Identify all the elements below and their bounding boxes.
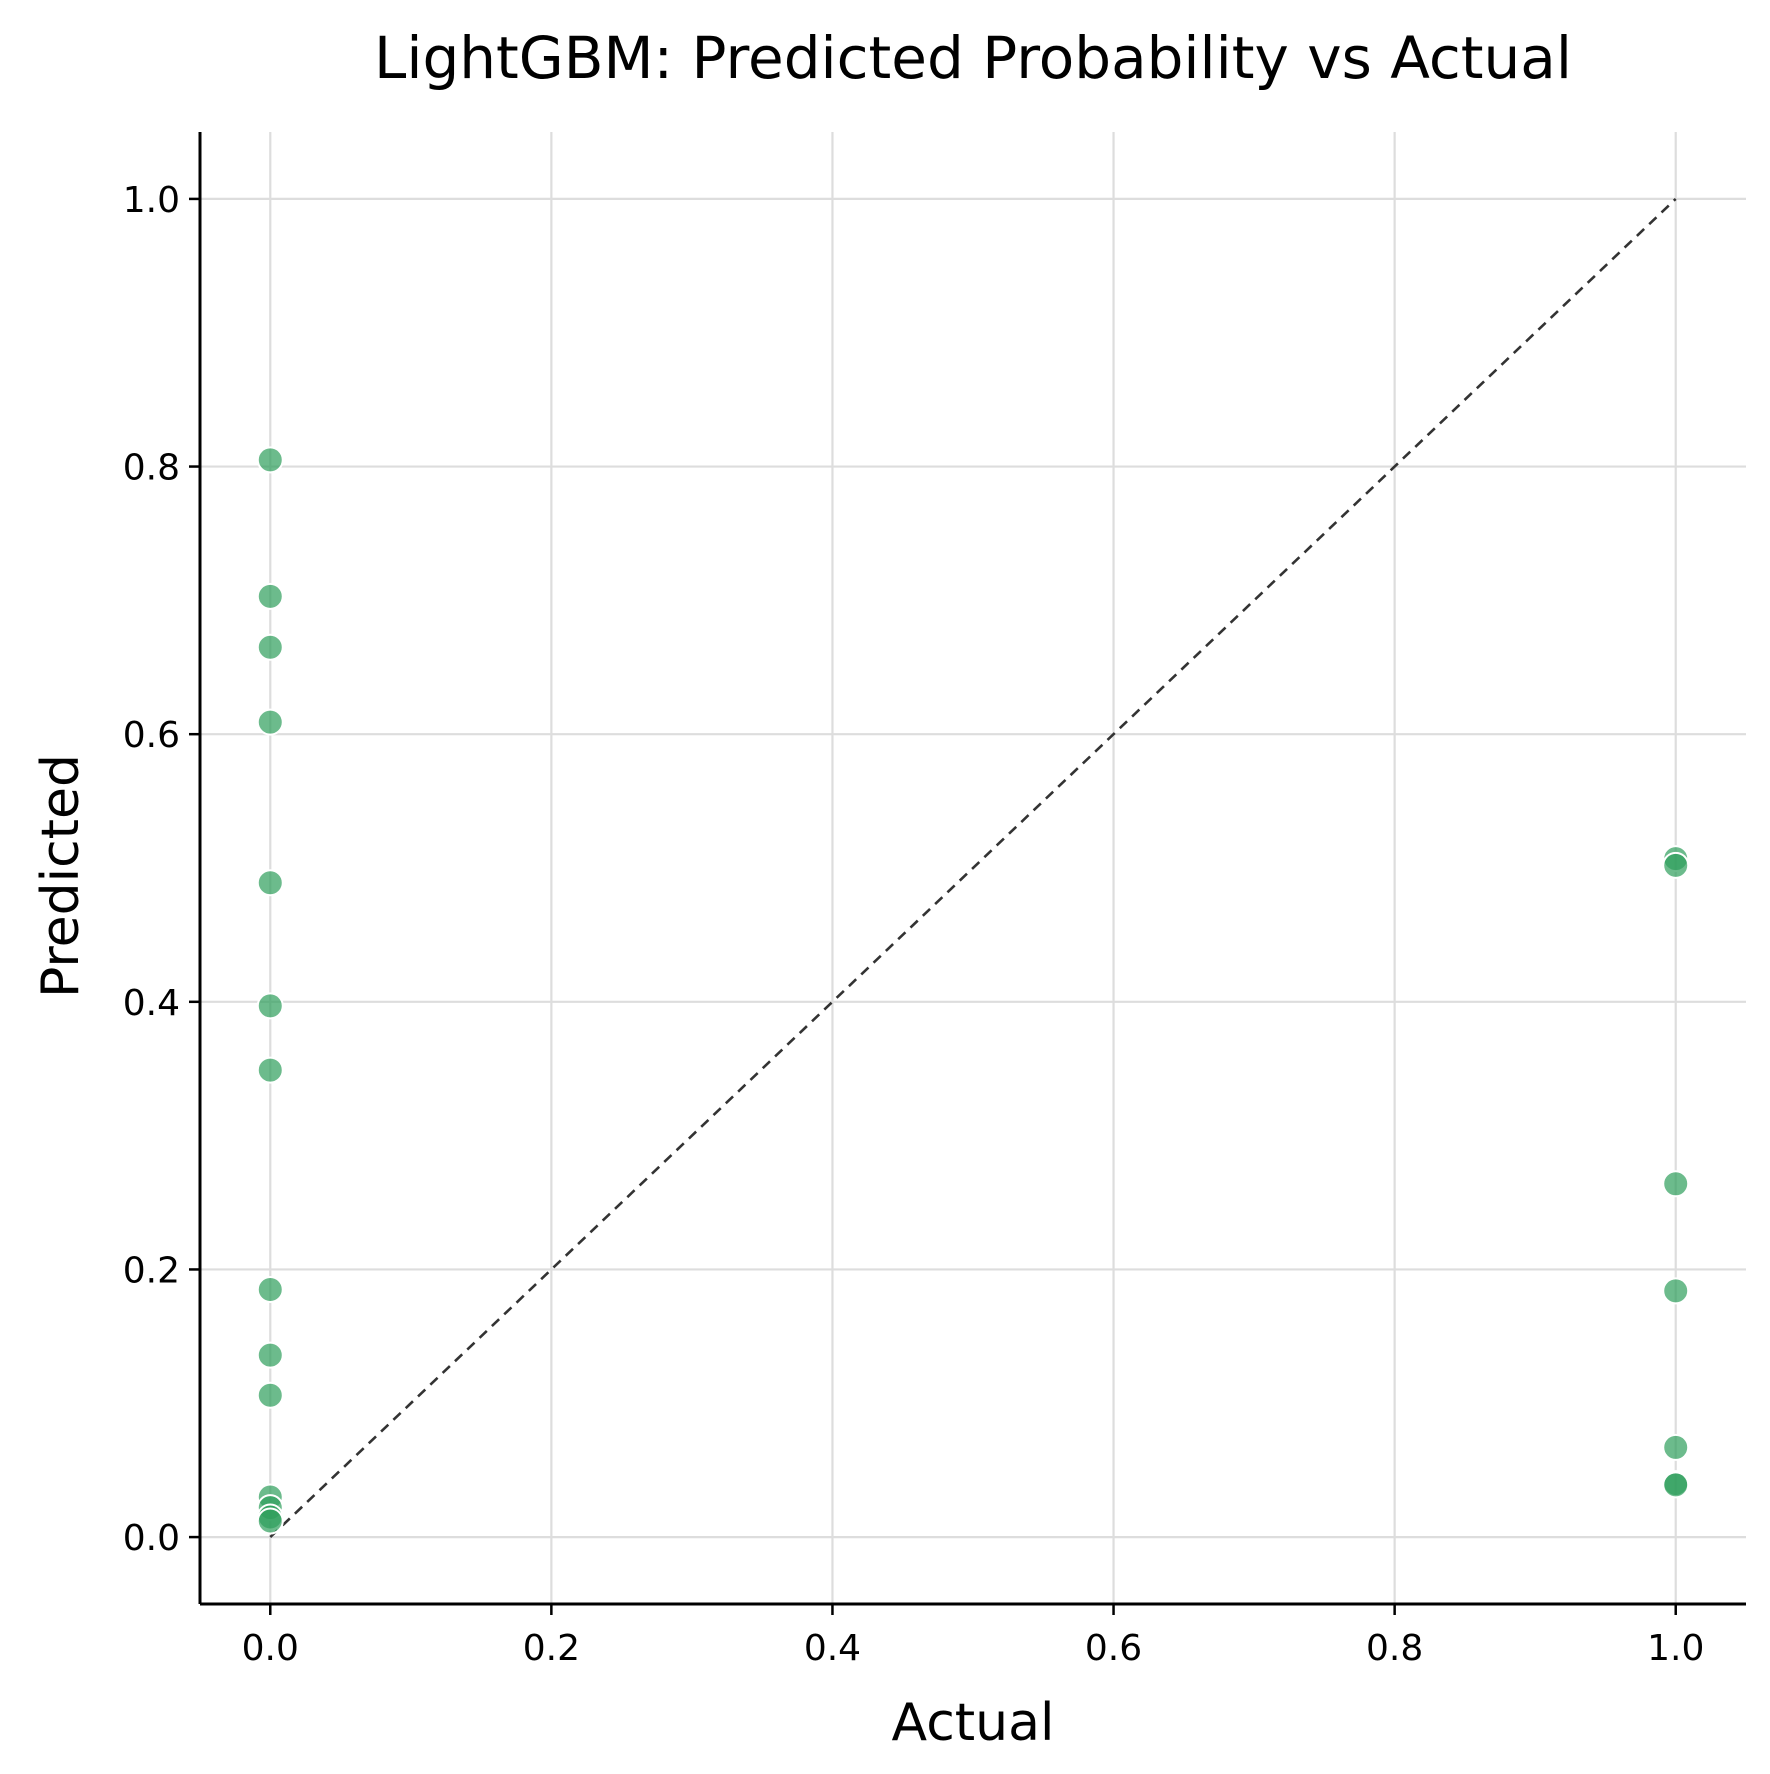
- scatter-point: [256, 869, 284, 897]
- x-tick-label: 0.6: [1085, 1628, 1142, 1669]
- x-tick-label: 0.0: [242, 1628, 299, 1669]
- scatter-point: [256, 633, 284, 661]
- x-tick-label: 1.0: [1647, 1628, 1704, 1669]
- y-tick-label: 0.8: [123, 448, 180, 489]
- scatter-point: [256, 1276, 284, 1304]
- scatter-point: [1662, 1433, 1690, 1461]
- x-tick-label: 0.8: [1366, 1628, 1423, 1669]
- y-tick-label: 0.0: [123, 1518, 180, 1559]
- axes: 0.0 0.2 0.4 0.6 0.8 1.0 0.0 0.2 0.4 0.6 0.8 1.0: [123, 132, 1746, 1669]
- x-axis-label: Actual: [892, 1693, 1055, 1753]
- scatter-point: [256, 446, 284, 474]
- reference-line-layer: [269, 197, 1677, 1539]
- scatter-point: [1662, 851, 1690, 879]
- y-tick-label: 0.6: [123, 715, 180, 756]
- scatter-point: [256, 1341, 284, 1369]
- scatter-point: [256, 992, 284, 1020]
- reference-diagonal-line: [269, 197, 1677, 1539]
- scatter-point: [256, 582, 284, 610]
- scatter-point: [256, 1056, 284, 1084]
- scatter-point: [1662, 1277, 1690, 1305]
- y-tick-label: 0.2: [123, 1250, 180, 1291]
- data-points: [256, 446, 1690, 1535]
- y-tick-label: 0.4: [123, 983, 180, 1024]
- scatter-point: [1662, 1471, 1690, 1499]
- scatter-point: [256, 1381, 284, 1409]
- y-axis-label: Predicted: [31, 754, 91, 998]
- x-tick-label: 0.2: [523, 1628, 580, 1669]
- chart-title: LightGBM: Predicted Probability vs Actua…: [374, 24, 1572, 92]
- x-tick-label: 0.4: [804, 1628, 861, 1669]
- scatter-point: [256, 708, 284, 736]
- scatter-point: [1662, 1170, 1690, 1198]
- scatter-point: [256, 1507, 284, 1535]
- y-tick-label: 1.0: [123, 180, 180, 221]
